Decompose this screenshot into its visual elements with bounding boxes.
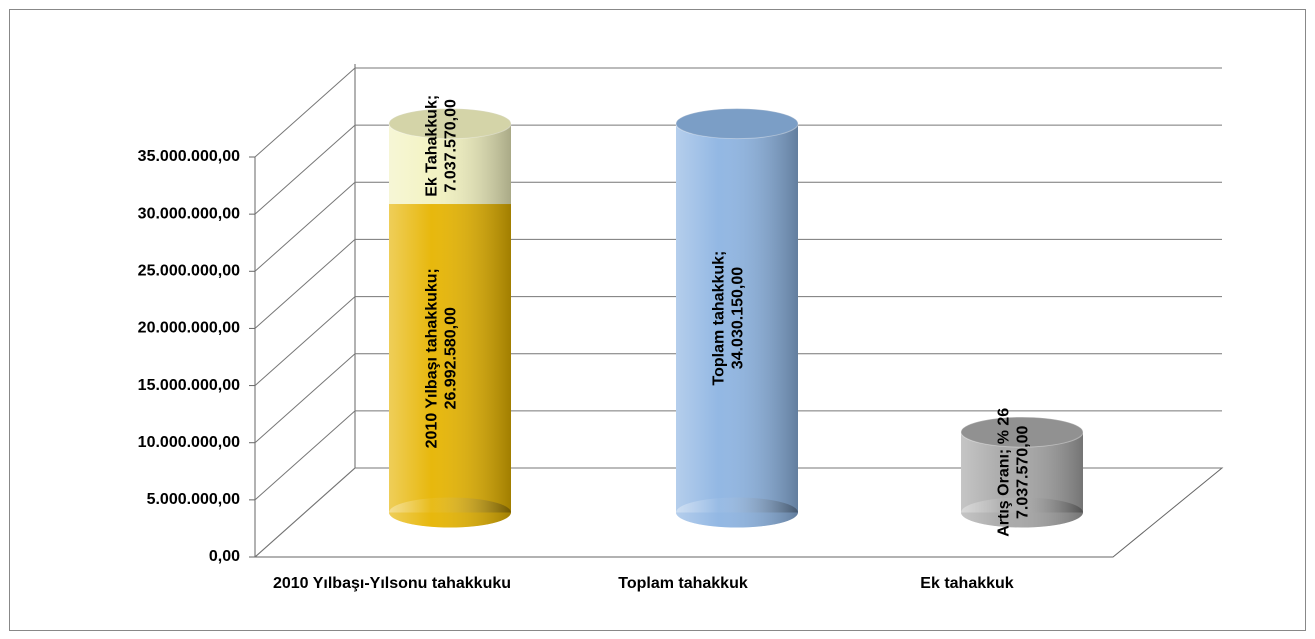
cylinder-shade <box>676 123 798 513</box>
frame <box>9 9 1306 631</box>
cylinder-top <box>960 416 1084 448</box>
grid-line <box>254 238 1222 329</box>
marks: 2010 Yılbaşı tahakkuku; 26.992.580,00 Ek T… <box>388 95 1084 537</box>
data-label: Artış Oranı; % 26 7.037.570,00 <box>996 408 1032 537</box>
data-label-line: 7.037.570,00 <box>1015 425 1032 519</box>
data-label-line: Ek Tahakkuk; <box>424 95 441 197</box>
cylinder-top <box>675 108 799 140</box>
data-label-line: 7.037.570,00 <box>443 99 460 193</box>
y-tick-label: 35.000.000,00 <box>138 148 240 165</box>
y-tick-label: 25.000.000,00 <box>138 263 240 280</box>
grid-line <box>254 296 1222 386</box>
cylinder-top-shade <box>389 108 511 139</box>
axes: 0,00 5.000.000,00 10.000.000,00 15.000.000,… <box>138 64 1224 565</box>
y-tick-label: 5.000.000,00 <box>147 491 241 508</box>
grid-line <box>254 67 1222 158</box>
y-tick-label: 20.000.000,00 <box>138 320 240 337</box>
cylinder-top-shade <box>961 417 1083 448</box>
cylinder-shade <box>389 204 511 513</box>
grid-line <box>254 124 1222 215</box>
cylinder-top-shade <box>676 108 798 139</box>
grid-line <box>254 467 1222 558</box>
cylinder-top <box>388 108 512 140</box>
data-label-line: 26.992.580,00 <box>443 307 460 409</box>
grid-line <box>254 181 1222 272</box>
grid-line <box>254 410 1222 501</box>
y-tick-label: 10.000.000,00 <box>138 434 240 451</box>
data-label: Toplam tahakkuk; 34.030.150,00 <box>711 251 747 386</box>
data-label: Ek Tahakkuk; 7.037.570,00 <box>424 95 460 197</box>
y-tick-label: 0,00 <box>209 548 240 565</box>
grid-line <box>254 353 1222 444</box>
y-tick-label: 15.000.000,00 <box>138 377 240 394</box>
data-label: 2010 Yılbaşı tahakkuku; 26.992.580,00 <box>424 268 460 448</box>
data-label-line: Artış Oranı; % 26 <box>996 408 1013 537</box>
data-label-line: 2010 Yılbaşı tahakkuku; <box>424 268 441 448</box>
data-label-line: 34.030.150,00 <box>730 267 747 369</box>
y-tick-label: 30.000.000,00 <box>138 205 240 222</box>
x-tick-label: 2010 Yılbaşı-Yılsonu tahakkuku <box>272 575 512 592</box>
x-tick-label: Toplam tahakkuk <box>618 575 748 592</box>
data-label-line: Toplam tahakkuk; <box>711 251 728 386</box>
x-tick-label: Ek tahakkuk <box>920 575 1014 592</box>
left-wall <box>254 64 356 557</box>
